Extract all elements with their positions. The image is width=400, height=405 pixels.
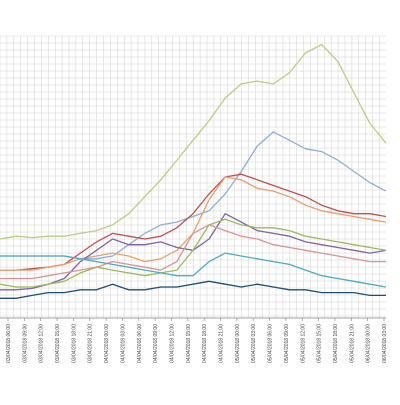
x-tick-label: 03/04/2018 06:00 [6, 324, 12, 363]
series-line-1 [0, 43, 387, 240]
x-tick-label: 04/04/2018 03:00 [120, 324, 126, 363]
x-tick-label: 05/04/2018 18:00 [333, 324, 339, 363]
x-tick-label: 03/04/2018 15:00 [55, 324, 61, 363]
x-tick-label: 04/04/2018 09:00 [153, 324, 159, 363]
x-tick-label: 03/04/2018 09:00 [22, 324, 28, 363]
x-tick-label: 04/04/2018 18:00 [202, 324, 208, 363]
x-tick-label: 05/04/2018 00:00 [235, 324, 241, 363]
x-tick-label: 06/04/2018 00:00 [366, 324, 372, 363]
x-tick-label: 04/04/2018 00:00 [104, 324, 110, 363]
x-tick-label: 05/04/2018 09:00 [284, 324, 290, 363]
x-tick-label: 05/04/2018 21:00 [349, 324, 355, 363]
x-tick-label: 05/04/2018 06:00 [268, 324, 274, 363]
series-line-9 [0, 280, 386, 299]
x-tick-label: 03/04/2018 12:00 [39, 324, 45, 363]
series-line-7 [0, 224, 386, 280]
x-tick-label: 05/04/2018 03:00 [251, 324, 257, 363]
x-tick-label: 03/04/2018 18:00 [71, 324, 77, 363]
grid [0, 35, 386, 319]
x-tick-label: 04/04/2018 12:00 [169, 324, 175, 363]
x-tick-label: 06/04/2018 03:00 [382, 324, 388, 363]
x-tick-label: 05/04/2018 15:00 [317, 324, 323, 363]
x-tick-label: 04/04/2018 21:00 [219, 324, 225, 363]
series-line-8 [0, 252, 387, 288]
x-tick-labels: 03/04/2018 06:00 03/04/2018 09:00 03/04/20… [6, 318, 388, 363]
x-tick-label: 04/04/2018 15:00 [186, 324, 192, 363]
x-tick-label: 05/04/2018 12:00 [300, 324, 306, 363]
x-tick-label: 03/04/2018 21:00 [88, 324, 94, 363]
series-line-6 [0, 218, 387, 288]
x-tick-label: 04/04/2018 06:00 [137, 324, 143, 363]
series-lines [0, 43, 387, 299]
